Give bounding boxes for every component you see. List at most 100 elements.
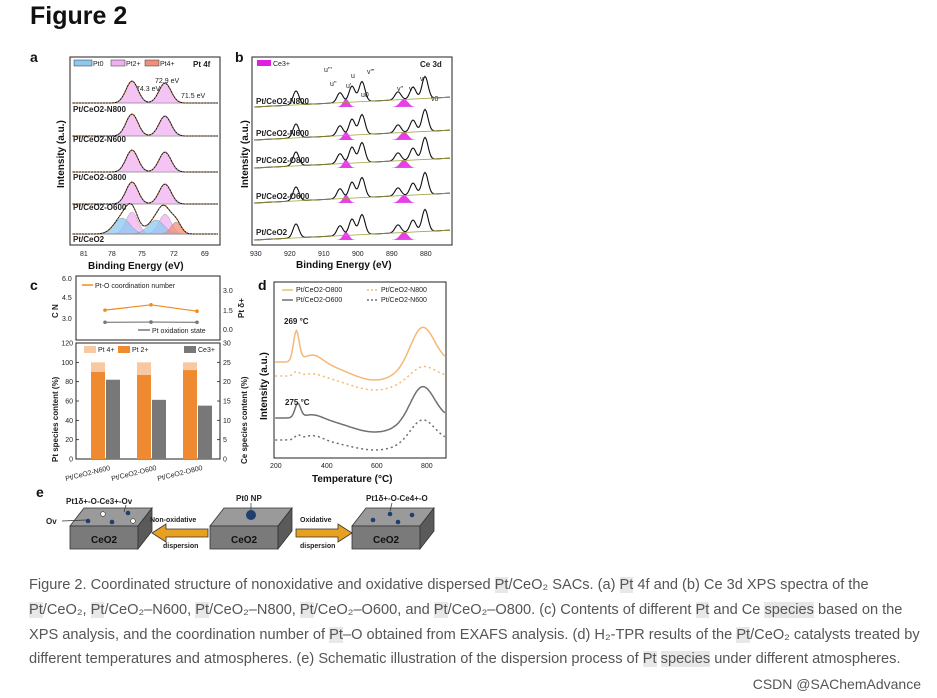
a-raw-data	[72, 149, 218, 173]
peak-u3: u'''	[324, 67, 332, 74]
caption-highlight: species	[660, 651, 711, 668]
c-line-point	[195, 320, 199, 325]
panel-d-traces	[275, 326, 446, 451]
b-ce3-component	[392, 232, 416, 240]
a-component-peak	[72, 116, 218, 137]
panel-label-c: c	[30, 277, 38, 293]
b-ce3-component	[334, 99, 358, 107]
c-top-ylabel-right: Pt δ+	[237, 298, 246, 318]
a-component-peak	[72, 152, 218, 173]
trace-n600	[275, 419, 446, 451]
c-cat-1: Pt/CeO2-O600	[111, 465, 158, 483]
atom-2	[109, 519, 115, 525]
c-line-point	[149, 320, 153, 324]
peak-u1: u'	[346, 83, 351, 90]
peak-v2: v''	[397, 86, 403, 93]
c-top-ltick-2: 3.0	[62, 316, 72, 323]
legend-ce3: Ce3+	[273, 61, 290, 68]
caption-text: under different atmospheres.	[710, 651, 901, 668]
legend-pt0: Pt0	[93, 61, 104, 68]
a-raw-data	[72, 80, 218, 104]
a-xtick-4: 69	[201, 251, 209, 258]
b-ce3-component	[334, 232, 358, 240]
b-ce3-component	[392, 160, 416, 168]
d-xtick-0: 200	[270, 463, 282, 470]
legend-swatch-ce3-bar	[184, 346, 196, 353]
legend-swatch-pt0	[73, 59, 93, 67]
caption-highlight: species	[764, 601, 814, 618]
peak-label-71-5: 71.5 eV	[181, 93, 205, 100]
bar-pt2	[137, 374, 151, 459]
b-baseline	[253, 192, 451, 204]
label-pt0-np: Pt0 NP	[236, 494, 262, 503]
a-sample-0: Pt/CeO2-N800	[73, 105, 126, 114]
legend-pt4-bar: Pt 4+	[98, 347, 115, 354]
b-xlabel: Binding Energy (eV)	[296, 260, 392, 271]
caption-text: /CeO₂ SACs. (a)	[508, 577, 620, 593]
panel-label-a: a	[30, 49, 38, 65]
bar-pt2	[183, 370, 197, 459]
c-top-rtick-1: 1.5	[223, 308, 233, 315]
c-left-tick-label: 40	[65, 418, 73, 425]
c-bottom-ylabel-right: Ce species content (%)	[240, 376, 249, 464]
c-top-ltick-0: 6.0	[62, 276, 72, 283]
c-left-tick-label: 80	[65, 379, 73, 386]
vacancy-1	[100, 511, 106, 517]
caption-highlight: Pt	[695, 601, 710, 618]
label-left-species: Pt1δ+-O-Ce3+-Ov	[66, 497, 133, 506]
a-component-peak	[72, 219, 218, 235]
caption-highlight: Pt	[494, 577, 509, 593]
figure-caption: Figure 2. Coordinated structure of nonox…	[29, 573, 929, 672]
a-raw-data	[72, 202, 218, 235]
figure-graphic: a b c d e Pt0 Pt2+ Pt4+ Pt 4f 72.9 eV 74…	[30, 49, 453, 551]
caption-highlight: Pt	[736, 626, 751, 643]
panel-c-lines	[103, 303, 199, 325]
bar-ce3	[152, 399, 166, 459]
panel-label-d: d	[258, 277, 267, 293]
label-nonox-2: dispersion	[163, 543, 198, 550]
peak-u: u	[351, 73, 355, 80]
caption-highlight: Pt	[195, 601, 210, 618]
a-xtick-3: 72	[170, 251, 178, 258]
peak-v3: v'''	[367, 69, 375, 76]
atom-1	[85, 518, 91, 524]
panel-b-traces	[253, 75, 451, 241]
c-right-tick-label: 20	[223, 379, 231, 386]
b-ce3-component	[392, 132, 416, 140]
c-cat-2: Pt/CeO2-O800	[157, 465, 204, 483]
bar-ce3	[198, 405, 212, 459]
b-xtick-4: 890	[386, 251, 398, 258]
legend-ce3-bar: Ce3+	[198, 347, 215, 354]
annot-269: 269 °C	[284, 317, 309, 326]
bar-pt4	[91, 362, 105, 372]
legend-swatch-pt2	[110, 59, 126, 67]
a-component-peak	[72, 113, 218, 137]
panel-b: Ce3+ Ce 3d u''' u'' u v''' u' u0 v'' v' …	[240, 56, 453, 271]
a-sample-4: Pt/CeO2	[73, 235, 105, 244]
label-right-species: Pt1δ+-O-Ce4+-O	[366, 494, 428, 503]
panel-label-b: b	[235, 49, 244, 65]
figure-heading: Figure 2	[30, 2, 128, 30]
legend-swatch-pt2-bar	[118, 346, 130, 353]
panel-c-bars	[91, 362, 212, 459]
c-right-tick-label: 15	[223, 399, 231, 406]
panel-d: Pt/CeO2-O800 Pt/CeO2-N800 Pt/CeO2-O600 P…	[259, 281, 447, 485]
c-left-tick-label: 0	[69, 457, 73, 464]
panel-c: 6.0 4.5 3.0 3.0 1.5 0.0 C N Pt δ+ Pt-O c…	[51, 275, 249, 483]
peak-u0: u0	[361, 92, 369, 99]
legend-pt4: Pt4+	[160, 61, 175, 68]
c-line-point	[149, 303, 153, 307]
b-sample-4: Pt/CeO2	[256, 228, 288, 237]
c-cat-0: Pt/CeO2-N600	[65, 465, 111, 483]
caption-text: based on the XPS analysis, and the coord…	[29, 601, 903, 643]
vacancy-2	[130, 518, 136, 524]
bar-pt4	[183, 362, 197, 371]
c-line-point	[103, 308, 107, 312]
panel-a-traces	[72, 80, 218, 235]
c-left-tick-label: 60	[65, 399, 73, 406]
a-raw-data	[72, 181, 218, 205]
atom-7	[409, 512, 415, 518]
panel-b-frame	[251, 56, 453, 246]
caption-text: /CeO₂ catalysts treated by different tem…	[29, 626, 920, 668]
c-left-tick-label: 100	[61, 360, 73, 367]
